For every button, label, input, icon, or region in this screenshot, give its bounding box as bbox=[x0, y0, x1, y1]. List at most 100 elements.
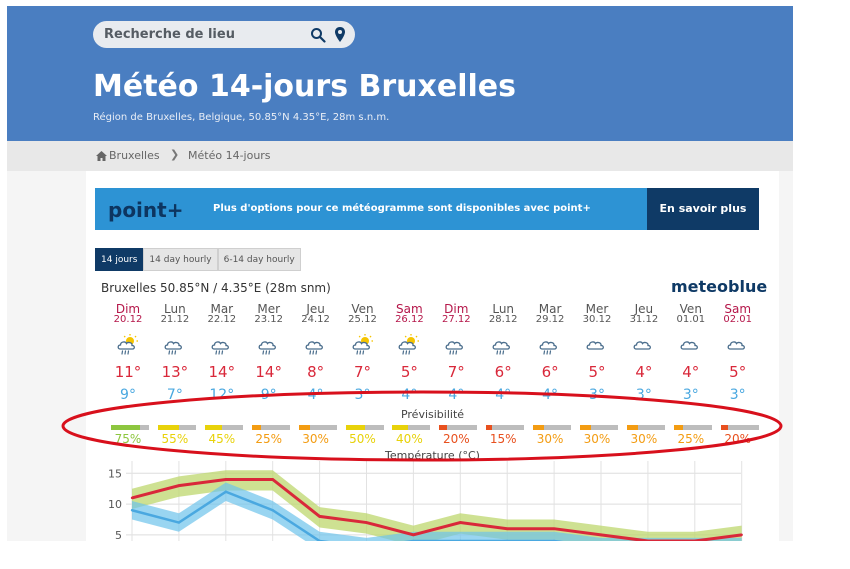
predictability-percent: 15% bbox=[489, 432, 517, 446]
max-temperature-point bbox=[459, 521, 462, 524]
y-tick-label: 10 bbox=[108, 498, 122, 511]
day-name: Mar bbox=[210, 302, 234, 316]
day-column: Mar 22.12 14° 12° 45% bbox=[198, 171, 246, 446]
max-temperature: 13° bbox=[161, 363, 189, 381]
learn-more-button[interactable]: En savoir plus bbox=[647, 188, 759, 230]
max-temperature: 4° bbox=[682, 363, 700, 381]
tab-6-14-day-hourly[interactable]: 6-14 day hourly bbox=[217, 248, 301, 271]
day-name: Jeu bbox=[306, 302, 325, 316]
day-date: 26.12 bbox=[395, 314, 424, 325]
day-name: Sam bbox=[396, 302, 423, 316]
min-temperature: 3° bbox=[635, 387, 652, 403]
predictability-bar bbox=[720, 425, 759, 430]
day-column: Sam 02.01 5° 3° 20% bbox=[714, 171, 762, 446]
predictability-bar-fill bbox=[720, 425, 729, 430]
banner-message: Plus d'options pour ce météogramme sont … bbox=[213, 203, 591, 214]
min-temperature-point bbox=[271, 509, 274, 512]
predictability-bar bbox=[345, 425, 384, 430]
predictability-bar-fill bbox=[673, 425, 684, 430]
day-name: Dim bbox=[115, 302, 141, 316]
sun-cloud-rain-icon bbox=[398, 334, 420, 355]
predictability-bar-fill bbox=[251, 425, 262, 430]
page-frame: Recherche de lieu Météo 14-jours Bruxell… bbox=[7, 6, 793, 541]
min-temperature-point bbox=[177, 521, 181, 524]
min-temperature: 12° bbox=[209, 387, 235, 403]
predictability-bar-fill bbox=[298, 425, 310, 430]
max-temperature-point bbox=[599, 533, 603, 537]
cloud-rain-icon bbox=[164, 341, 182, 355]
day-column: Ven 01.01 4° 3° 25% bbox=[667, 171, 715, 446]
day-date: 25.12 bbox=[348, 314, 377, 325]
min-temperature-point bbox=[318, 539, 321, 541]
max-temperature-point bbox=[365, 521, 368, 524]
search-input[interactable]: Recherche de lieu bbox=[104, 27, 235, 42]
day-name: Lun bbox=[492, 302, 515, 316]
day-date: 24.12 bbox=[301, 314, 330, 325]
max-temperature-point bbox=[693, 539, 696, 541]
min-temperature: 9° bbox=[120, 387, 136, 403]
max-temperature: 6° bbox=[541, 363, 559, 381]
day-date: 22.12 bbox=[207, 314, 237, 325]
predictability-bar-fill bbox=[486, 425, 492, 430]
min-temperature: 7° bbox=[166, 387, 183, 403]
day-name: Sam bbox=[724, 302, 752, 316]
predictability-bar bbox=[673, 425, 712, 430]
cloud-rain-icon bbox=[445, 341, 464, 355]
cloud-rain-icon bbox=[211, 341, 229, 355]
predictability-bar bbox=[204, 425, 243, 430]
predictability-bar-fill bbox=[157, 425, 179, 430]
day-column: Lun 28.12 6° 4° 15% bbox=[479, 171, 527, 446]
day-name: Mer bbox=[257, 302, 281, 316]
cloud-rain-icon bbox=[305, 341, 323, 355]
sun-cloud-rain-icon bbox=[352, 334, 373, 355]
predictability-bar bbox=[626, 425, 665, 430]
predictability-percent: 20% bbox=[442, 432, 470, 446]
predictability-bar-fill bbox=[111, 425, 140, 430]
min-temperature: 4° bbox=[448, 387, 465, 403]
day-name: Jeu bbox=[634, 302, 654, 316]
tab-14-jours[interactable]: 14 jours bbox=[95, 248, 144, 271]
location-pin-icon[interactable] bbox=[334, 26, 346, 43]
search-box[interactable]: Recherche de lieu bbox=[93, 21, 355, 48]
max-temperature: 5° bbox=[400, 363, 418, 381]
day-date: 02.01 bbox=[723, 314, 752, 325]
cloud-rain-icon bbox=[539, 341, 558, 355]
home-icon[interactable] bbox=[96, 151, 107, 161]
day-date: 20.12 bbox=[113, 314, 143, 325]
predictability-percent: 30% bbox=[536, 432, 564, 446]
chevron-right-icon: ❯ bbox=[170, 148, 180, 161]
cloud-rain-icon bbox=[258, 341, 276, 355]
search-icon[interactable] bbox=[310, 27, 326, 43]
min-spread-band bbox=[132, 482, 742, 541]
predictability-label: Prévisibilité bbox=[400, 408, 465, 421]
day-name: Mer bbox=[585, 302, 609, 316]
max-temperature: 11° bbox=[114, 363, 142, 381]
day-name: Ven bbox=[679, 302, 702, 316]
max-temperature: 7° bbox=[447, 363, 465, 381]
min-temperature-point bbox=[412, 539, 415, 541]
predictability-percent: 30% bbox=[302, 432, 329, 446]
sun-cloud-rain-icon bbox=[117, 334, 138, 355]
cloud-icon bbox=[633, 341, 651, 350]
breadcrumb: Bruxelles ❯ Météo 14-jours bbox=[7, 141, 793, 171]
pointplus-banner: point+ Plus d'options pour ce météogramm… bbox=[95, 188, 759, 230]
predictability-percent: 25% bbox=[677, 432, 705, 446]
predictability-bar bbox=[439, 425, 478, 430]
day-column: Mar 29.12 6° 4° 30% bbox=[526, 171, 574, 446]
day-name: Dim bbox=[444, 302, 469, 316]
predictability-percent: 40% bbox=[396, 432, 423, 446]
tab-14-day-hourly[interactable]: 14 day hourly bbox=[143, 248, 218, 271]
day-date: 21.12 bbox=[160, 314, 190, 325]
max-temperature-point bbox=[740, 533, 743, 537]
cloud-icon bbox=[727, 341, 745, 350]
predictability-percent: 45% bbox=[208, 432, 236, 446]
day-date: 28.12 bbox=[488, 314, 518, 325]
day-name: Ven bbox=[351, 302, 374, 316]
predictability-bar bbox=[157, 425, 196, 430]
min-temperature-point bbox=[506, 539, 509, 541]
breadcrumb-home-link[interactable]: Bruxelles bbox=[109, 149, 160, 162]
cloud-icon bbox=[586, 341, 604, 350]
predictability-bar bbox=[251, 425, 290, 430]
meteoblue-logo: meteoblue bbox=[671, 277, 768, 296]
max-temperature-point bbox=[412, 533, 415, 537]
